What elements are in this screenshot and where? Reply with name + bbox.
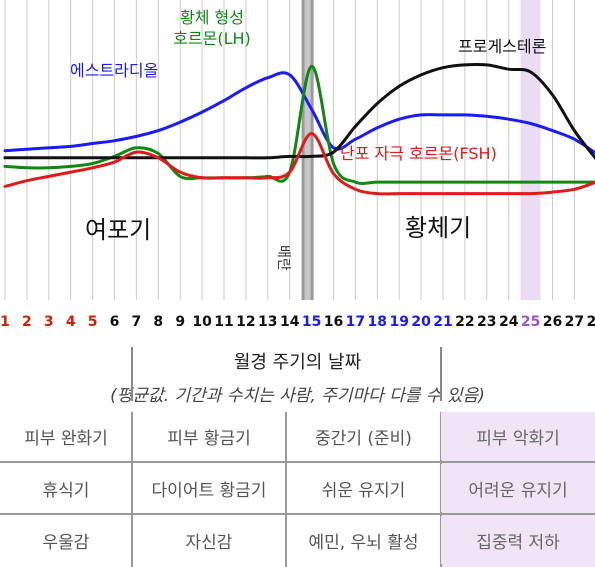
- series-lines: [3, 62, 595, 196]
- cell-r3c2: 자신감: [185, 532, 233, 553]
- x-tick-label-2: 2: [22, 314, 32, 330]
- cell-r2c2: 다이어트 황금기: [151, 480, 267, 501]
- x-tick-label-21: 21: [433, 314, 452, 330]
- x-tick-label-18: 18: [368, 314, 387, 330]
- x-tick-label-3: 3: [44, 314, 54, 330]
- x-tick-label-6: 6: [110, 314, 120, 330]
- x-tick-label-17: 17: [346, 314, 365, 330]
- cell-r1c1: 피부 완화기: [24, 428, 108, 449]
- cell-r2c4: 어려운 유지기: [441, 464, 595, 512]
- x-tick-label-16: 16: [324, 314, 343, 330]
- x-tick-label-28: 28: [587, 314, 595, 330]
- series-line-3: [3, 62, 595, 161]
- cell-r2c3: 쉬운 유지기: [321, 480, 406, 501]
- x-tick-label-9: 9: [175, 314, 185, 330]
- legend-fsh: 난포 자극 호르몬(FSH): [340, 144, 497, 163]
- x-tick-label-22: 22: [455, 314, 474, 330]
- series-line-2: [3, 64, 595, 185]
- x-tick-label-5: 5: [88, 314, 98, 330]
- series-line-1: [3, 71, 595, 155]
- x-axis-ticks: 1 2 3 4 5 6 7 8 9 10 11 12 13 14 15 16 17 18 19 20 21 22 23 24 2…: [0, 314, 595, 330]
- x-tick-label-15: 15: [302, 314, 321, 330]
- x-tick-label-8: 8: [153, 314, 163, 330]
- table-note: (평균값. 기간과 수치는 사람, 주기마다 다를 수 있음): [110, 386, 485, 406]
- x-tick-label-13: 13: [258, 314, 277, 330]
- x-tick-label-19: 19: [389, 314, 408, 330]
- x-tick-label-20: 20: [411, 314, 431, 330]
- cell-r2c1: 휴식기: [42, 480, 90, 501]
- ovulation-band-center: [304, 0, 311, 300]
- phase-luteal: 황체기: [405, 214, 471, 242]
- hormone-chart: 에스트라디올 황체 형성 호르몬(LH) 프로게스테론 난포 자극 호르몬(FS…: [0, 0, 595, 330]
- x-tick-label-12: 12: [236, 314, 255, 330]
- table-title: 월경 주기의 날짜: [233, 352, 362, 373]
- chart-labels: 에스트라디올 황체 형성 호르몬(LH) 프로게스테론 난포 자극 호르몬(FS…: [70, 8, 546, 271]
- x-tick-label-27: 27: [565, 314, 584, 330]
- cell-r3c4: 집중력 저하: [441, 516, 595, 564]
- legend-lh-line2: 호르몬(LH): [173, 29, 251, 48]
- x-tick-label-14: 14: [280, 314, 300, 330]
- cell-r3c1: 우울감: [42, 532, 90, 553]
- x-tick-label-4: 4: [66, 314, 76, 330]
- x-tick-label-1: 1: [0, 314, 10, 330]
- legend-lh-line1: 황체 형성: [180, 8, 244, 27]
- x-tick-label-25: 25: [521, 314, 540, 330]
- x-tick-label-11: 11: [214, 314, 233, 330]
- legend-estradiol: 에스트라디올: [70, 61, 158, 80]
- cell-r1c2: 피부 황금기: [167, 428, 251, 449]
- x-tick-label-26: 26: [543, 314, 562, 330]
- x-tick-label-23: 23: [477, 314, 496, 330]
- x-tick-label-7: 7: [132, 314, 142, 330]
- x-tick-label-10: 10: [192, 314, 212, 330]
- ovulation-label: 배란: [275, 245, 291, 271]
- phase-follicular: 여포기: [85, 216, 151, 244]
- legend-progesterone: 프로게스테론: [458, 37, 546, 56]
- cell-r1c4: 피부 악화기: [441, 412, 595, 460]
- cell-r3c3: 예민, 우뇌 활성: [308, 532, 419, 553]
- cell-r1c3: 중간기 (준비): [315, 428, 412, 449]
- series-line-4: [3, 131, 595, 196]
- x-tick-label-24: 24: [499, 314, 519, 330]
